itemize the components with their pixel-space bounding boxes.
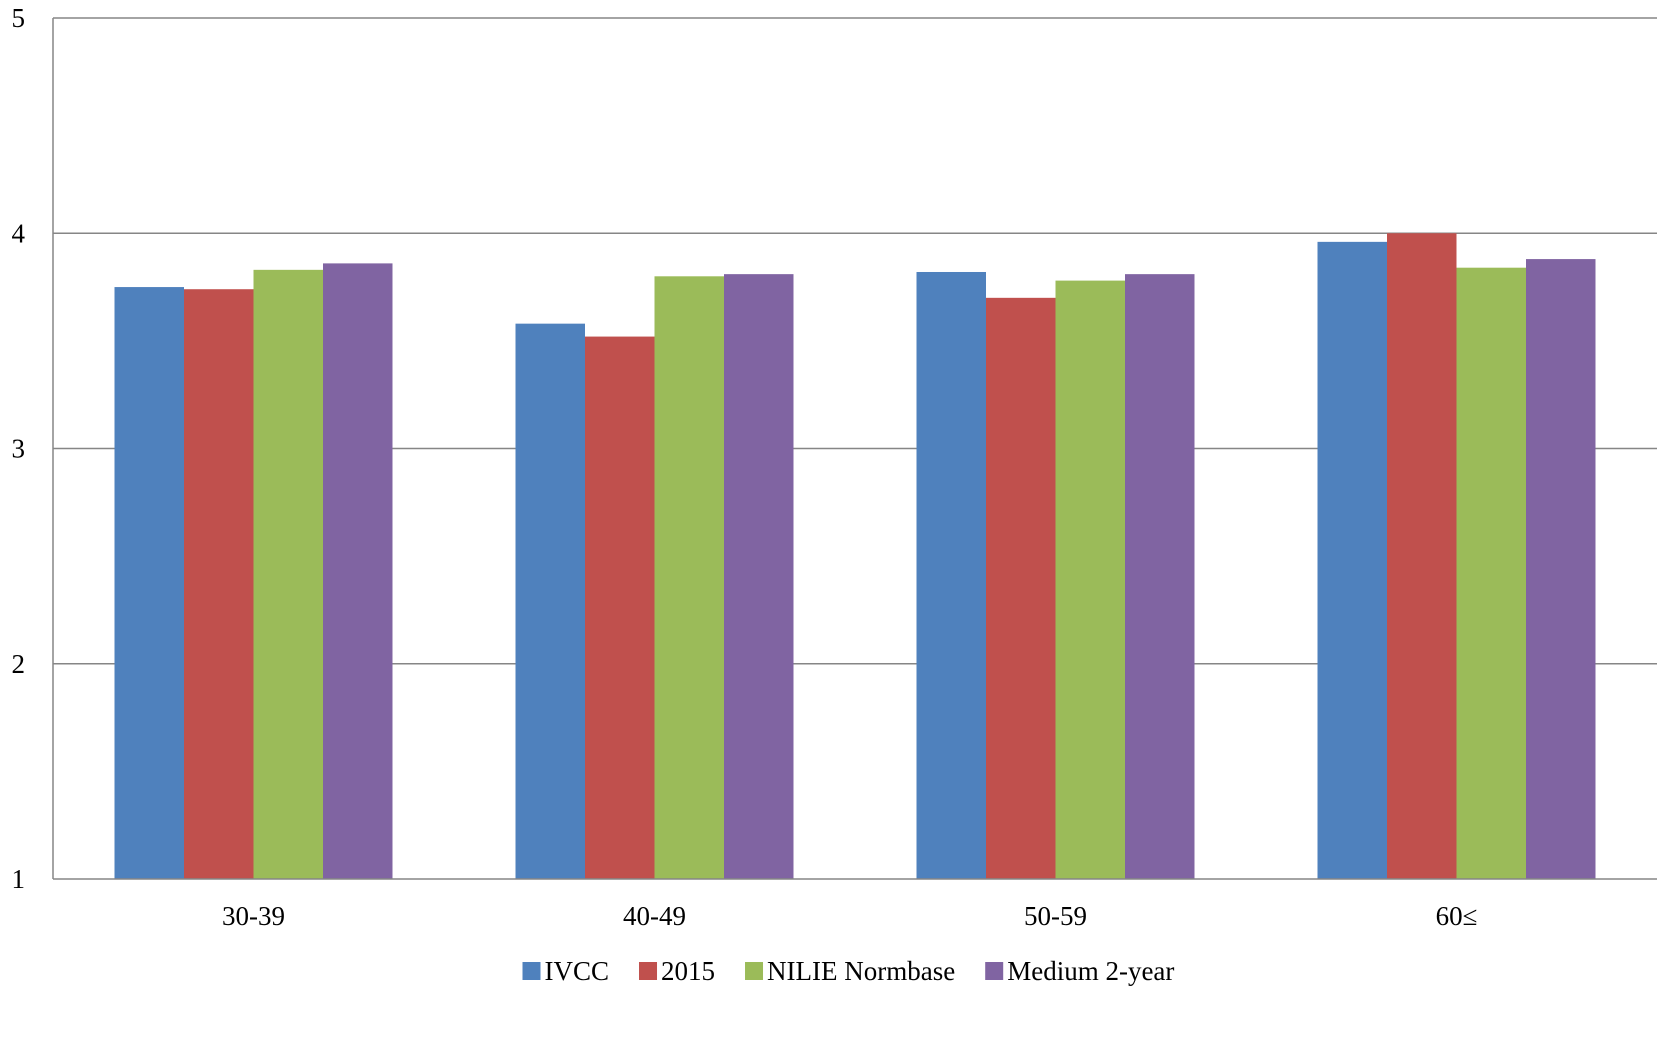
bars [114,233,1596,880]
x-tick-label: 30-39 [222,901,285,931]
bar-nilie-normbase-1 [654,276,724,879]
y-tick-label: 4 [12,218,26,248]
bar-medium-2-year-2 [1125,274,1195,880]
legend-label: IVCC [545,956,610,986]
bar-ivcc-0 [114,287,184,879]
legend: IVCC 2015 NILIE Normbase Medium 2-year [522,956,1174,986]
x-tick-label: 40-49 [623,901,686,931]
bar-nilie-normbase-3 [1456,267,1526,879]
bar-nilie-normbase-0 [253,269,323,879]
bar-ivcc-1 [515,323,585,879]
bar-nilie-normbase-2 [1055,280,1125,880]
y-tick-label: 5 [12,3,26,33]
legend-swatch [985,962,1004,980]
bar-2015-1 [585,336,655,879]
legend-swatch [639,962,658,980]
x-tick-label: 60≤ [1436,901,1478,931]
legend-swatch [522,962,541,980]
y-tick-label: 3 [12,434,26,464]
bar-ivcc-3 [1317,241,1387,880]
bar-2015-2 [986,297,1056,879]
y-tick-label: 1 [12,864,26,894]
bar-2015-3 [1387,233,1457,879]
legend-label: Medium 2-year [1007,956,1174,986]
bar-2015-0 [184,289,254,880]
axes [52,18,1657,880]
legend-label: NILIE Normbase [767,956,955,986]
bar-medium-2-year-3 [1526,259,1596,880]
x-tick-labels: 30-39 40-49 50-59 60≤ [222,901,1477,931]
y-tick-label: 2 [12,649,26,679]
bar-medium-2-year-1 [724,274,794,880]
x-tick-label: 50-59 [1024,901,1087,931]
legend-label: 2015 [661,956,715,986]
legend-swatch [745,962,764,980]
bar-ivcc-2 [916,271,986,879]
y-tick-labels: 1 2 3 4 5 [12,3,26,894]
bar-medium-2-year-0 [323,263,393,879]
